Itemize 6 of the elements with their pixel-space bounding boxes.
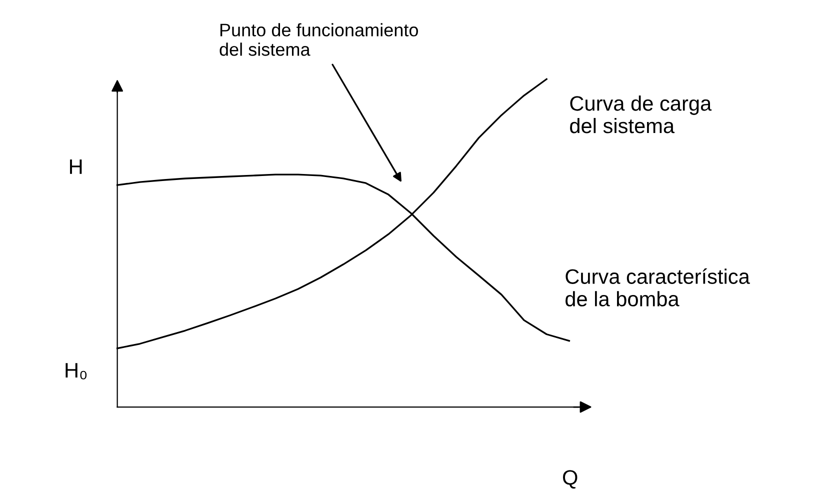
x-axis-title: Q bbox=[563, 470, 578, 489]
series-label: Curva característica de la bomba bbox=[566, 268, 750, 306]
text: H₀ bbox=[66, 363, 87, 380]
text: Punto de funcionamiento del sistema bbox=[220, 23, 418, 56]
y-axis-title: H bbox=[70, 160, 82, 174]
series-label: Curva de carga del sistema bbox=[570, 96, 712, 134]
